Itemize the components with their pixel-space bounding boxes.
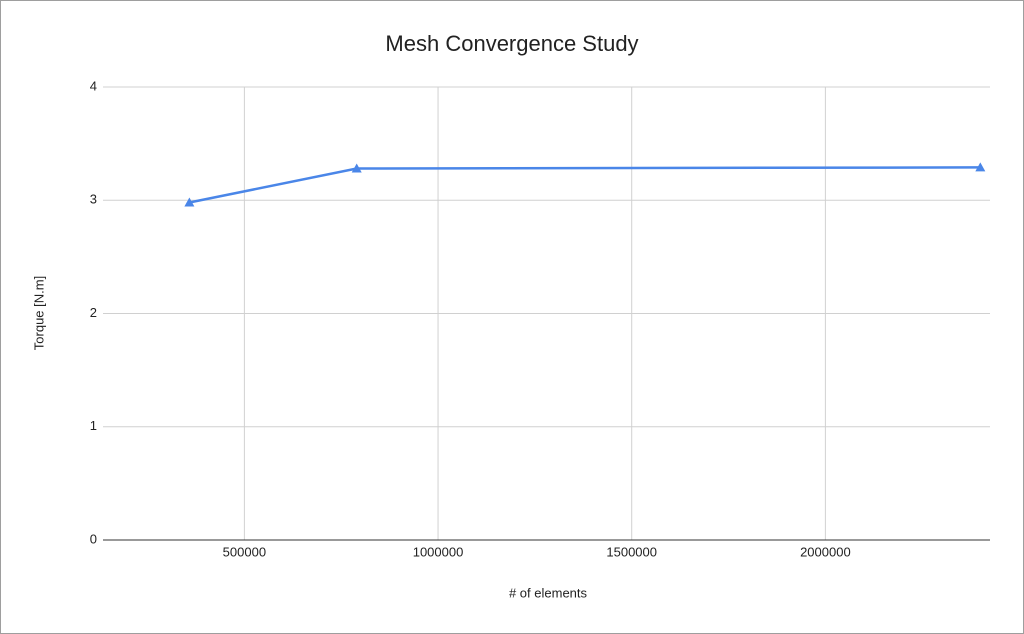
x-tick-label: 1500000 bbox=[606, 544, 657, 559]
x-tick-label: 1000000 bbox=[413, 544, 464, 559]
y-tick-label: 2 bbox=[90, 305, 97, 320]
chart-title: Mesh Convergence Study bbox=[385, 31, 638, 56]
y-axis-label: Torque [N.m] bbox=[31, 276, 46, 350]
x-axis-label: # of elements bbox=[509, 585, 588, 600]
y-tick-label: 0 bbox=[90, 531, 97, 546]
y-tick-label: 1 bbox=[90, 418, 97, 433]
x-tick-label: 500000 bbox=[223, 544, 266, 559]
y-tick-label: 3 bbox=[90, 192, 97, 207]
point-marker bbox=[184, 197, 195, 207]
x-tick-label: 2000000 bbox=[800, 544, 851, 559]
point-marker bbox=[975, 162, 986, 172]
point-marker bbox=[351, 163, 362, 173]
y-tick-label: 4 bbox=[90, 78, 97, 93]
